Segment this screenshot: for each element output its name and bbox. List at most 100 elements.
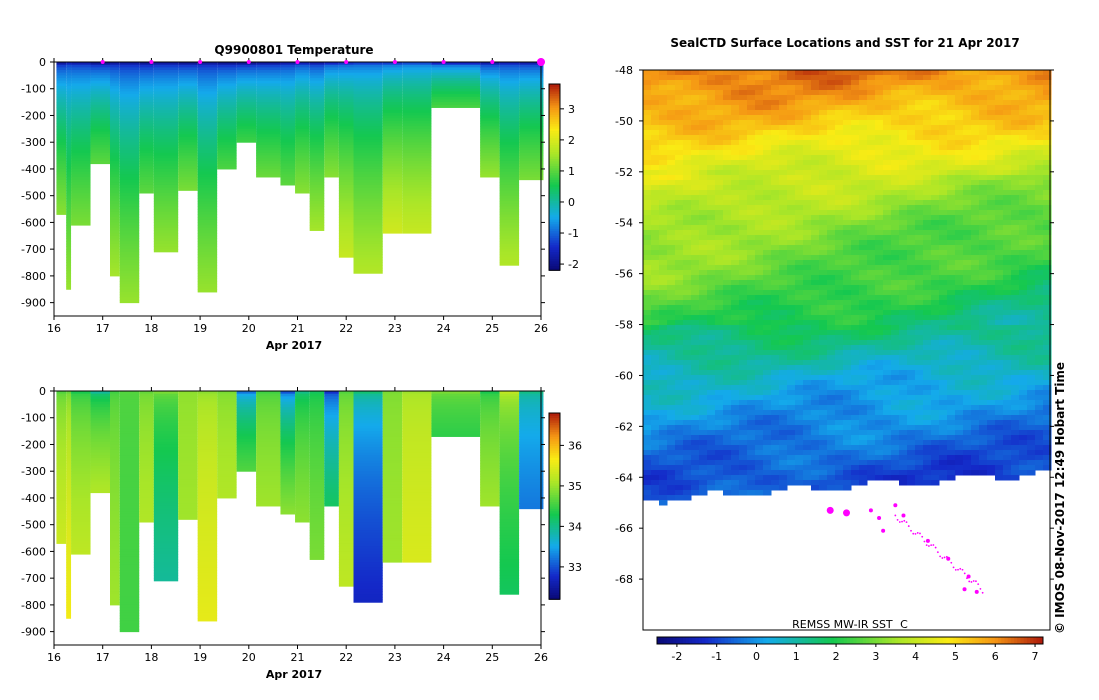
sst-cell	[675, 180, 684, 186]
profile-cell	[110, 80, 120, 84]
sst-cell	[883, 160, 892, 166]
profile-cell	[382, 128, 403, 133]
profile-cell	[119, 120, 140, 124]
profile-cell	[119, 278, 140, 282]
profile-cell	[71, 471, 91, 475]
sst-cell	[1027, 100, 1036, 106]
profile-cell	[236, 407, 257, 411]
sst-cell	[827, 210, 836, 216]
profile-cell	[236, 423, 257, 427]
sst-cell	[947, 165, 956, 171]
profile-cell	[519, 423, 544, 427]
sst-cell	[939, 110, 948, 116]
profile-cell	[480, 147, 500, 151]
sst-cell	[1035, 165, 1044, 171]
profile-cell	[402, 401, 432, 405]
profile-cell	[119, 460, 140, 464]
sst-cell	[675, 210, 684, 216]
profile-cell	[353, 150, 383, 154]
colorbar-cell	[549, 426, 560, 430]
profile-cell	[338, 449, 354, 453]
profile-cell	[71, 409, 91, 413]
sst-cell	[803, 100, 812, 106]
profile-cell	[66, 484, 72, 488]
profile-cell	[338, 179, 354, 183]
sst-cell	[971, 165, 980, 171]
sst-cell	[731, 235, 740, 241]
profile-cell	[56, 176, 67, 181]
profile-cell	[295, 70, 310, 74]
sst-cell	[851, 95, 860, 101]
profile-cell	[119, 599, 140, 603]
profile-cell	[178, 452, 198, 456]
profile-cell	[66, 396, 72, 400]
sst-cell	[851, 90, 860, 96]
profile-cell	[324, 136, 339, 141]
profile-cell	[71, 489, 91, 494]
colorbar-cell	[549, 471, 560, 475]
sst-cell	[931, 175, 940, 181]
sst-cell	[731, 120, 740, 126]
sst-cell	[667, 145, 676, 151]
profile-cell	[56, 110, 67, 114]
profile-cell	[139, 70, 154, 74]
profile-cell	[90, 110, 111, 114]
profile-cell	[66, 214, 72, 218]
profile-cell	[309, 174, 325, 178]
profile-cell	[119, 618, 140, 622]
profile-cell	[499, 508, 520, 512]
sst-cell	[763, 230, 772, 236]
profile-cell	[66, 602, 72, 606]
sst-cell	[1043, 180, 1052, 186]
profile-cell	[56, 449, 67, 453]
profile-cell	[139, 83, 154, 87]
sst-cell	[851, 195, 860, 201]
profile-cell	[499, 452, 520, 456]
profile-cell	[56, 407, 67, 411]
profile-cell	[338, 412, 354, 416]
profile-cell	[178, 401, 198, 405]
sst-cell	[835, 190, 844, 196]
sst-cell	[715, 105, 724, 111]
profile-cell	[153, 489, 179, 494]
profile-cell	[519, 481, 544, 486]
profile-cell	[280, 407, 296, 411]
sst-cell	[939, 140, 948, 146]
profile-cell	[499, 551, 520, 555]
sst-cell	[747, 230, 756, 236]
profile-cell	[71, 465, 91, 470]
sst-cell	[827, 75, 836, 81]
sst-cell	[651, 215, 660, 221]
profile-cell	[236, 88, 257, 92]
profile-cell	[402, 70, 432, 74]
profile-cell	[110, 257, 120, 261]
profile-cell	[236, 428, 257, 432]
profile-cell	[110, 543, 120, 547]
sst-cell	[1043, 220, 1052, 226]
sst-cell	[827, 85, 836, 91]
colorbar-cell	[549, 181, 560, 185]
profile-cell	[309, 201, 325, 205]
profile-cell	[519, 428, 544, 432]
profile-cell	[56, 516, 67, 520]
profile-cell	[402, 407, 432, 411]
profile-column	[236, 391, 257, 472]
profile-cell	[519, 158, 544, 162]
sst-cell	[699, 105, 708, 111]
profile-cell	[382, 522, 403, 526]
profile-cell	[178, 503, 198, 507]
sst-cell	[1003, 190, 1012, 196]
profile-cell	[353, 572, 383, 576]
profile-cell	[153, 214, 179, 218]
profile-cell	[295, 495, 310, 499]
profile-cell	[197, 211, 218, 215]
profile-cell	[110, 107, 120, 111]
profile-cell	[56, 463, 67, 467]
sst-cell	[771, 150, 780, 156]
sst-cell	[963, 100, 972, 106]
sst-cell	[971, 130, 980, 136]
profile-cell	[197, 283, 218, 288]
sst-cell	[715, 120, 724, 126]
profile-cell	[324, 465, 339, 470]
profile-cell	[197, 473, 218, 478]
